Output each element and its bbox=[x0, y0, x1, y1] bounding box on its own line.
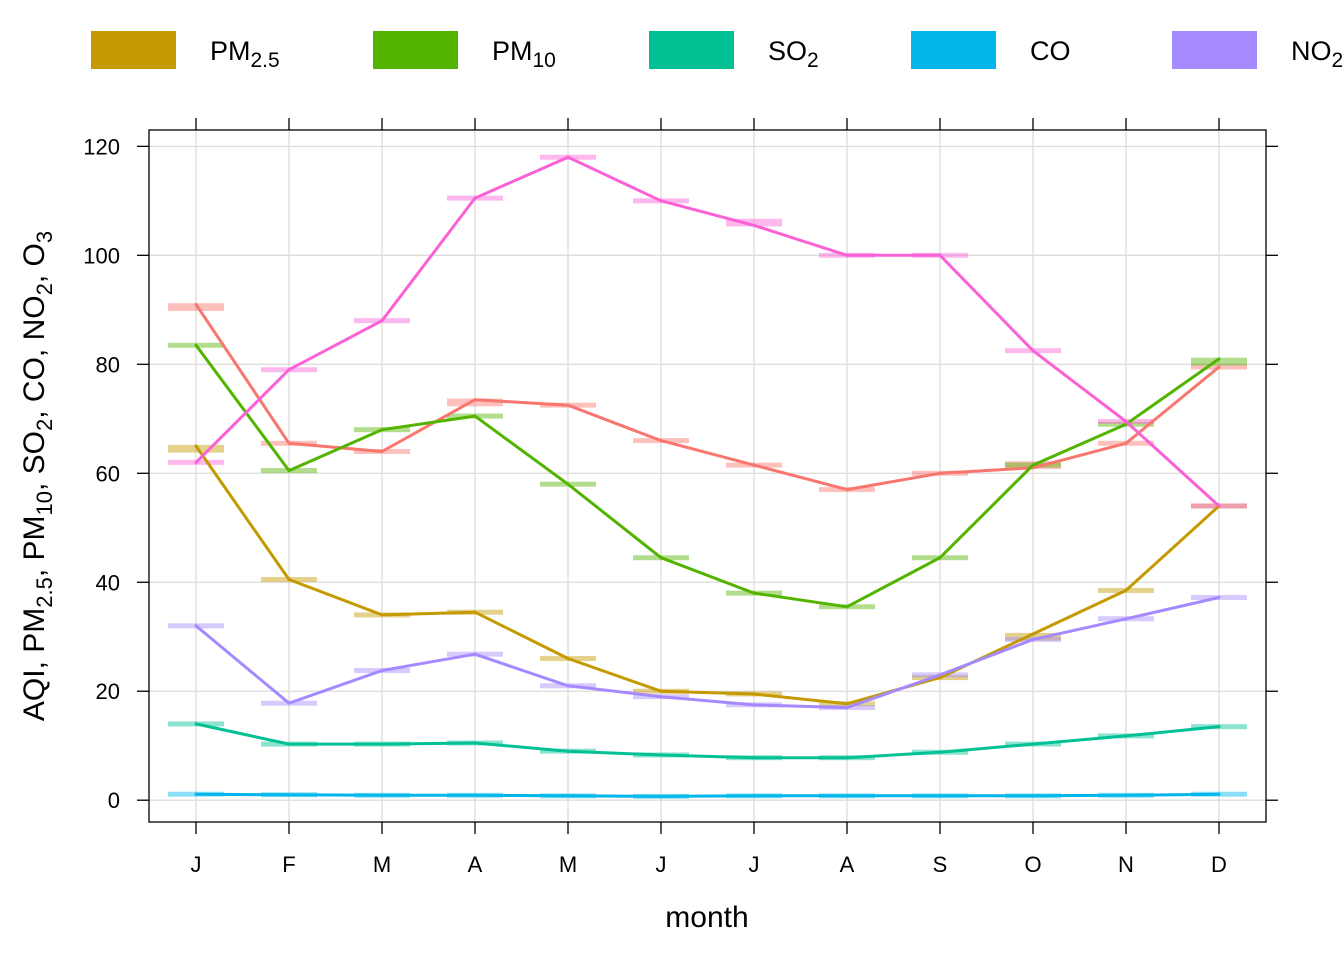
legend-label: CO bbox=[1030, 36, 1071, 66]
y-tick-label: 100 bbox=[83, 243, 120, 268]
legend-label: PM10 bbox=[492, 36, 556, 72]
x-tick-label: O bbox=[1024, 852, 1041, 877]
x-tick-label: D bbox=[1211, 852, 1227, 877]
series-line bbox=[194, 155, 1221, 508]
x-tick-label: M bbox=[559, 852, 577, 877]
legend-swatch bbox=[373, 31, 458, 69]
x-tick-label: F bbox=[282, 852, 295, 877]
series-line bbox=[194, 444, 1221, 706]
x-tick-label: J bbox=[749, 852, 760, 877]
data-marker bbox=[168, 444, 224, 453]
legend-label: SO2 bbox=[768, 36, 819, 72]
axis-ticks: J F M A M J J A S O N D 0 20 40 60 80 100 120 bbox=[83, 118, 1278, 877]
legend-swatch bbox=[91, 31, 176, 69]
y-tick-label: 80 bbox=[96, 352, 120, 377]
x-tick-label: J bbox=[656, 852, 667, 877]
legend-swatch bbox=[1172, 31, 1257, 69]
plot-frame bbox=[148, 129, 1267, 823]
legend-swatch bbox=[911, 31, 996, 69]
series-line bbox=[194, 722, 1221, 760]
y-tick-label: 20 bbox=[96, 679, 120, 704]
x-tick-label: N bbox=[1118, 852, 1134, 877]
data-marker bbox=[1191, 357, 1247, 366]
series-line bbox=[194, 792, 1221, 798]
y-tick-label: 120 bbox=[83, 134, 120, 159]
data-marker bbox=[1005, 632, 1061, 641]
x-tick-label: S bbox=[933, 852, 948, 877]
x-tick-label: M bbox=[373, 852, 391, 877]
series-lines bbox=[194, 155, 1221, 798]
series-line bbox=[194, 343, 1221, 609]
data-marker bbox=[726, 218, 782, 227]
x-tick-label: A bbox=[468, 852, 483, 877]
y-tick-label: 60 bbox=[96, 461, 120, 486]
legend-label: NO2 bbox=[1291, 36, 1343, 72]
series-line bbox=[194, 302, 1221, 492]
legend: PM2.5 PM10 SO2 CO NO2 bbox=[91, 31, 1343, 72]
gridlines bbox=[149, 130, 1266, 822]
x-axis-title: month bbox=[665, 901, 748, 934]
y-tick-label: 0 bbox=[108, 788, 120, 813]
y-tick-label: 40 bbox=[96, 570, 120, 595]
legend-label: PM2.5 bbox=[210, 36, 280, 72]
data-marker bbox=[447, 398, 503, 407]
legend-swatch bbox=[649, 31, 734, 69]
series-line bbox=[194, 596, 1221, 710]
x-tick-label: J bbox=[191, 852, 202, 877]
x-tick-label: A bbox=[840, 852, 855, 877]
y-axis-title: AQI, PM2.5, PM10, SO2, CO, NO2, O3 bbox=[18, 231, 57, 721]
